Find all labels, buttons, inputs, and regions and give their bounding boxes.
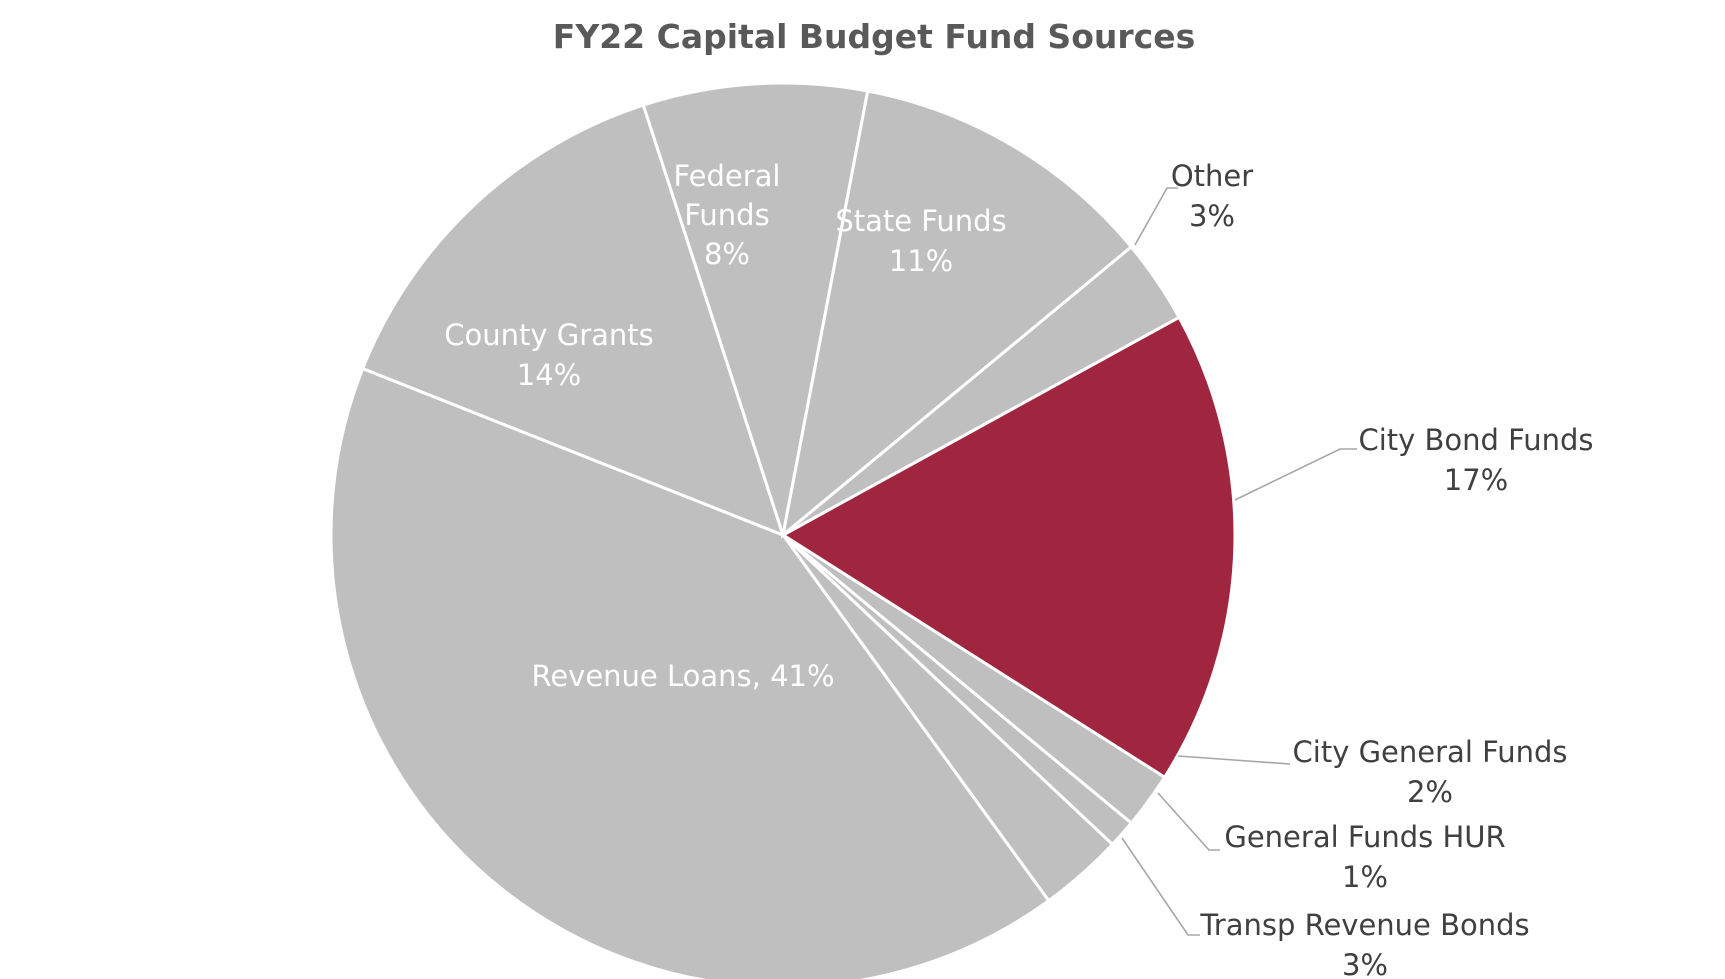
label-city-bond-funds-line-1: City Bond Funds xyxy=(1358,423,1593,457)
label-city-general-funds: City General Funds 2% xyxy=(1293,735,1568,809)
pie-slice-state-funds xyxy=(780,89,1134,539)
pie-slices xyxy=(329,81,1237,979)
pie-slice-other xyxy=(782,244,1182,537)
label-transp-revenue-bonds: Transp Revenue Bonds 3% xyxy=(1199,908,1529,979)
label-general-funds-hur: General Funds HUR 1% xyxy=(1224,820,1505,894)
label-county-grants-line-1: County Grants xyxy=(444,318,654,352)
label-general-funds-hur-line-1: General Funds HUR xyxy=(1224,820,1505,854)
label-city-bond-funds-line-2: 17% xyxy=(1444,463,1508,497)
label-transp-revenue-bonds-line-2: 3% xyxy=(1342,948,1388,979)
leader-lines xyxy=(1121,187,1357,936)
label-federal-funds: Federal Funds 8% xyxy=(674,159,781,271)
leader-line-general-funds-hur xyxy=(1157,792,1220,851)
label-federal-funds-line-2: Funds xyxy=(684,198,769,232)
pie-slice-federal-funds xyxy=(641,81,870,536)
pie-slice-city-bond-funds xyxy=(780,315,1237,780)
label-state-funds-line-1: State Funds xyxy=(835,204,1006,238)
pie-slice-revenue-loans xyxy=(329,366,1051,979)
label-county-grants-line-2: 14% xyxy=(517,358,581,392)
label-city-general-funds-line-1: City General Funds xyxy=(1293,735,1568,769)
leader-line-city-general-funds xyxy=(1177,755,1291,765)
leader-line-other xyxy=(1134,187,1178,246)
label-city-bond-funds: City Bond Funds 17% xyxy=(1358,423,1593,497)
leader-line-city-bond-funds xyxy=(1234,448,1357,501)
label-revenue-loans-line-1: Revenue Loans, 41% xyxy=(531,659,834,693)
leader-line-transp-revenue-bonds xyxy=(1121,837,1200,936)
label-revenue-loans: Revenue Loans, 41% xyxy=(531,659,834,693)
label-state-funds-line-2: 11% xyxy=(889,244,953,278)
label-county-grants: County Grants 14% xyxy=(444,318,654,392)
chart-title: FY22 Capital Budget Fund Sources xyxy=(553,17,1195,56)
label-other-line-2: 3% xyxy=(1189,199,1235,233)
label-federal-funds-line-3: 8% xyxy=(704,237,750,271)
label-state-funds: State Funds 11% xyxy=(835,204,1006,278)
label-other: Other 3% xyxy=(1171,159,1253,233)
slice-labels: City Bond Funds 17% City General Funds 2% Ge… xyxy=(444,159,1593,979)
label-city-general-funds-line-2: 2% xyxy=(1407,775,1453,809)
label-federal-funds-line-1: Federal xyxy=(674,159,781,193)
label-transp-revenue-bonds-line-1: Transp Revenue Bonds xyxy=(1199,908,1529,942)
label-other-line-1: Other xyxy=(1171,159,1253,193)
label-general-funds-hur-line-2: 1% xyxy=(1342,860,1388,894)
